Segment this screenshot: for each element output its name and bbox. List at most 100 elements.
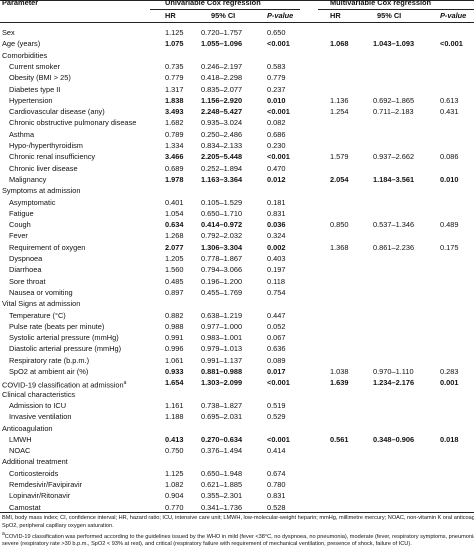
row-label: Obesity (BMI > 25) [9,73,71,83]
row-label: Systolic arterial pressure (mmHg) [9,333,119,343]
uni-cell: 0.686 [267,129,286,139]
row-label: Pulse rate (beats per minute) [9,321,105,331]
uni-cell: 1.560 [165,265,184,275]
uni-cell: 0.447 [267,310,286,320]
uni-cell: 0.720–1.757 [201,28,243,37]
multi-cell: 1.579 [330,152,349,162]
header-multi: Multivariable Cox regression [330,0,432,7]
row-label: Invasive ventilation [9,412,72,422]
row-label: COVID-19 classification at admissiona [2,380,127,390]
uni-cell: 0.413 [165,434,184,444]
row-label: Current smoker [9,61,60,71]
multi-cell: 1.136 [330,95,349,105]
uni-cell: 1.317 [165,84,184,94]
multi-cell: 1.368 [330,242,349,252]
uni-cell: 0.754 [267,287,286,297]
sub-header: P-value [440,11,467,20]
uni-cell: <0.001 [267,152,290,162]
multi-cell: 0.018 [440,434,459,444]
multi-cell: 0.283 [440,367,459,376]
row-label: Age (years) [2,39,41,49]
uni-cell: 1.303–2.099 [201,378,243,388]
uni-cell: 1.838 [165,95,184,105]
uni-cell: 1.334 [165,141,184,150]
multi-cell: 0.613 [440,95,459,105]
uni-cell: 0.738–1.827 [201,400,243,410]
row-label: Cough [9,220,31,230]
uni-cell: 1.054 [165,208,184,218]
uni-cell: 0.485 [165,276,184,286]
multi-cell: 2.054 [330,174,349,184]
multi-cell: 1.043–1.093 [373,39,415,49]
uni-cell: 1.268 [165,231,184,241]
uni-cell: 0.991–1.137 [201,355,243,365]
uni-cell: <0.001 [267,39,290,49]
row-label: Hypertension [9,95,53,105]
row-label: Fatigue [9,208,34,218]
uni-cell: 0.017 [267,367,286,376]
multi-cell: <0.001 [440,39,463,49]
uni-cell: 0.403 [267,254,286,263]
row-label: Chronic obstructive pulmonary disease [9,118,137,128]
uni-cell: 0.355–2.301 [201,491,243,501]
header-parameter: Parameter [2,0,39,7]
uni-cell: 0.082 [267,118,286,128]
sub-header: HR [165,11,176,20]
uni-cell: 0.780 [267,480,286,489]
uni-cell: 1.082 [165,480,184,489]
uni-cell: 0.996 [165,344,184,354]
uni-cell: 0.621–1.885 [201,480,243,489]
multi-cell: 0.431 [440,107,459,117]
multi-cell: 1.184–3.561 [373,174,415,184]
row-label: Cardiovascular disease (any) [9,107,105,117]
note-mark: a [123,380,127,387]
uni-cell: 0.036 [267,220,286,230]
uni-cell: 0.674 [267,468,286,478]
sub-header: HR [330,11,341,20]
uni-cell: 0.105–1.529 [201,197,243,207]
uni-cell: 0.246–2.197 [201,61,243,71]
row-label: Nausea or vomiting [9,287,73,297]
row-label: Dyspnoea [9,254,43,263]
uni-cell: 0.052 [267,321,286,331]
uni-cell: 2.205–5.448 [201,152,243,162]
row-label: NOAC [9,446,31,456]
row-label: Asymptomatic [9,197,56,207]
multi-cell: 1.254 [330,107,349,117]
uni-cell: 0.230 [267,141,286,150]
uni-cell: 1.188 [165,412,184,422]
multi-cell: 0.970–1.110 [373,367,414,376]
uni-cell: 3.466 [165,152,184,162]
multi-cell: 0.175 [440,242,459,252]
multi-cell: 0.537–1.346 [373,220,415,230]
row-label: Sore throat [9,276,46,286]
uni-cell: 0.977–1.000 [201,321,243,331]
multi-cell: 0.850 [330,220,349,230]
uni-cell: 0.197 [267,265,286,275]
uni-cell: 0.991 [165,333,184,343]
row-label: SpO2 at ambient air (%) [9,367,89,376]
uni-cell: 0.897 [165,287,184,297]
uni-cell: 0.988 [165,321,184,331]
row-label: Temperature (°C) [9,310,66,320]
row-label: Malignancy [9,174,47,184]
row-label: Diastolic arterial pressure (mmHg) [9,344,122,354]
row-label: Corticosteroids [9,468,59,478]
uni-cell: 0.835–2.077 [201,84,243,94]
uni-cell: 1.125 [165,468,184,478]
multi-cell: 1.639 [330,378,349,388]
uni-cell: 0.250–2.486 [201,129,243,139]
uni-cell: 2.077 [165,242,184,252]
uni-cell: 0.834–2.133 [201,141,243,150]
uni-cell: 0.252–1.894 [201,163,243,173]
multi-cell: 0.692–1.865 [373,95,415,105]
uni-cell: 0.881–0.988 [201,367,243,376]
rule [150,9,300,10]
section-label: Symptoms at admission [2,186,81,196]
uni-cell: 1.163–3.364 [201,174,243,184]
uni-cell: 0.067 [267,333,286,343]
uni-cell: 0.650–1.710 [201,208,243,218]
uni-cell: 0.904 [165,491,184,501]
row-label: Admission to ICU [9,400,67,410]
